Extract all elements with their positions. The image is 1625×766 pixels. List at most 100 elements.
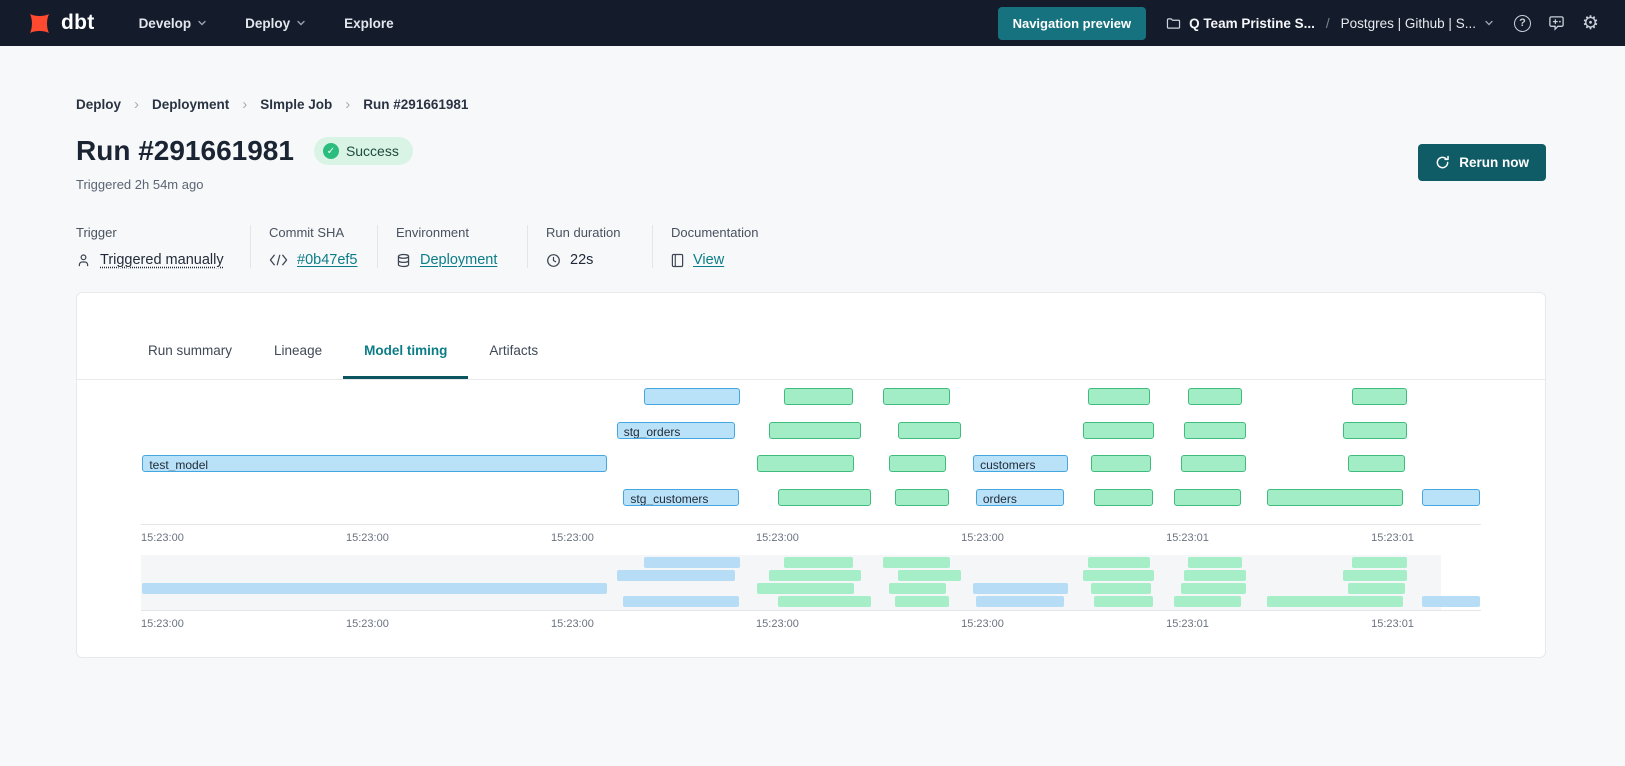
rerun-icon bbox=[1436, 155, 1450, 169]
gantt-bar-label: orders bbox=[982, 491, 1017, 506]
gantt-bar bbox=[1187, 557, 1243, 568]
tab-run-summary[interactable]: Run summary bbox=[148, 343, 233, 358]
gantt-bar[interactable] bbox=[898, 421, 962, 439]
gantt-bar[interactable] bbox=[1093, 488, 1153, 506]
x-axis-tick: 15:23:01 bbox=[1371, 532, 1414, 544]
gantt-bar[interactable] bbox=[1187, 388, 1243, 405]
gantt-bar-label: stg_orders bbox=[623, 424, 681, 439]
gantt-bar-label: test_model bbox=[149, 458, 209, 472]
chevron-down-icon bbox=[198, 20, 206, 26]
settings-gear-icon[interactable]: ⚙ bbox=[1581, 12, 1599, 34]
navigation-preview-button[interactable]: Navigation preview bbox=[997, 6, 1147, 40]
gantt-bar bbox=[1180, 583, 1247, 594]
meta-value-documentation[interactable]: View bbox=[693, 252, 725, 268]
breadcrumb-item-simple-job[interactable]: SImple Job bbox=[260, 97, 333, 112]
x-axis-tick: 15:23:01 bbox=[1371, 618, 1414, 630]
gantt-bar[interactable] bbox=[1348, 455, 1405, 472]
help-icon[interactable]: ? bbox=[1513, 14, 1531, 32]
meta-label: Environment bbox=[396, 225, 469, 240]
user-icon bbox=[76, 253, 91, 268]
gantt-bar[interactable] bbox=[777, 488, 872, 506]
gantt-bar[interactable] bbox=[1088, 388, 1150, 405]
gantt-bar bbox=[784, 557, 853, 568]
gantt-bar[interactable] bbox=[1422, 488, 1480, 506]
gantt-bar bbox=[769, 570, 861, 581]
gantt-bar-customers[interactable]: customers bbox=[973, 455, 1069, 472]
gantt-bar[interactable] bbox=[1342, 421, 1408, 439]
top-nav: dbt Develop Deploy Explore Navigation prev… bbox=[0, 0, 1625, 46]
code-icon bbox=[269, 254, 288, 266]
breadcrumb-item-run-291661981[interactable]: Run #291661981 bbox=[363, 97, 469, 112]
gantt-bar[interactable] bbox=[784, 388, 853, 405]
x-axis-tick: 15:23:00 bbox=[551, 532, 594, 544]
document-icon bbox=[671, 253, 684, 268]
meta-col-trigger: Trigger Triggered manually bbox=[76, 225, 250, 268]
breadcrumb-item-deploy[interactable]: Deploy bbox=[76, 97, 122, 112]
dbt-logo[interactable]: dbt bbox=[26, 10, 95, 37]
feedback-icon[interactable] bbox=[1548, 15, 1565, 32]
gantt-bar[interactable] bbox=[643, 388, 740, 405]
nav-menu-explore[interactable]: Explore bbox=[344, 16, 394, 31]
meta-value-commit-sha[interactable]: #0b47ef5 bbox=[297, 252, 358, 268]
meta-col-environment: Environment Deployment bbox=[377, 225, 527, 268]
meta-col-documentation: Documentation View bbox=[652, 225, 778, 268]
gantt-bar[interactable] bbox=[1180, 455, 1247, 472]
chevron-down-icon bbox=[1485, 20, 1493, 26]
gantt-bar[interactable] bbox=[883, 388, 951, 405]
gantt-bar[interactable] bbox=[757, 455, 854, 472]
breadcrumb-separator: › bbox=[134, 96, 140, 113]
rerun-now-button[interactable]: Rerun now bbox=[1418, 144, 1546, 181]
gantt-overview-brush[interactable] bbox=[141, 555, 1481, 611]
nav-menu-label: Explore bbox=[344, 15, 394, 31]
gantt-bar[interactable] bbox=[888, 455, 947, 472]
gantt-bar[interactable] bbox=[1091, 455, 1152, 472]
gantt-bar-label: stg_customers bbox=[630, 491, 709, 506]
x-axis-tick: 15:23:00 bbox=[346, 618, 389, 630]
gantt-bar bbox=[898, 570, 962, 581]
folder-icon bbox=[1166, 17, 1181, 30]
nav-menu-label: Develop bbox=[138, 15, 192, 31]
x-axis-tick: 15:23:01 bbox=[1166, 532, 1209, 544]
gantt-bar[interactable] bbox=[1183, 421, 1247, 439]
gantt-bar-stg-customers bbox=[623, 596, 739, 607]
gantt-bar[interactable] bbox=[1174, 488, 1242, 506]
tab-model-timing[interactable]: Model timing bbox=[343, 329, 469, 379]
gantt-bar-orders[interactable]: orders bbox=[975, 488, 1065, 506]
gantt-bar[interactable] bbox=[1083, 421, 1155, 439]
gantt-plot: stg_orders test_model customers stg_custome… bbox=[141, 385, 1481, 525]
gantt-bar[interactable] bbox=[1352, 388, 1408, 405]
clock-icon bbox=[546, 253, 561, 268]
gantt-bar-stg-customers[interactable]: stg_customers bbox=[623, 488, 739, 506]
gantt-bar bbox=[888, 583, 947, 594]
breadcrumb-item-deployment[interactable]: Deployment bbox=[152, 97, 230, 112]
meta-value-run-duration: 22s bbox=[570, 252, 594, 268]
tab-bar: Run summary Lineage Model timing Artifacts bbox=[77, 293, 1545, 380]
gantt-bar bbox=[1342, 570, 1408, 581]
gantt-bar-customers bbox=[973, 583, 1069, 594]
gantt-bar bbox=[1266, 596, 1404, 607]
tab-artifacts[interactable]: Artifacts bbox=[489, 343, 539, 358]
breadcrumb: Deploy › Deployment › SImple Job › Run #291661… bbox=[76, 96, 1546, 113]
nav-menu-develop[interactable]: Develop bbox=[139, 16, 208, 31]
gantt-bar[interactable] bbox=[1266, 488, 1404, 506]
nav-menu-label: Deploy bbox=[245, 15, 291, 31]
x-axis-tick: 15:23:00 bbox=[141, 618, 184, 630]
tab-lineage[interactable]: Lineage bbox=[274, 343, 323, 358]
gantt-bar-orders bbox=[975, 596, 1065, 607]
gantt-bar bbox=[1352, 557, 1408, 568]
gantt-bar[interactable] bbox=[895, 488, 949, 506]
gantt-bar-stg-orders[interactable]: stg_orders bbox=[616, 421, 735, 439]
model-timing-chart: stg_orders test_model customers stg_custome… bbox=[77, 380, 1545, 633]
gantt-bar bbox=[895, 596, 949, 607]
x-axis-tick: 15:23:00 bbox=[961, 532, 1004, 544]
gantt-bar bbox=[883, 557, 951, 568]
nav-menu-deploy[interactable]: Deploy bbox=[245, 16, 306, 31]
gantt-bar bbox=[1093, 596, 1153, 607]
x-axis-tick: 15:23:01 bbox=[1166, 618, 1209, 630]
meta-value-environment[interactable]: Deployment bbox=[420, 252, 498, 268]
gantt-bar-test-model bbox=[142, 583, 608, 594]
account-project-switcher[interactable]: Q Team Pristine S... / Postgres | Github… bbox=[1166, 16, 1494, 31]
gantt-bar-test-model[interactable]: test_model bbox=[142, 455, 608, 472]
meta-label: Commit SHA bbox=[269, 225, 345, 240]
gantt-bar[interactable] bbox=[769, 421, 861, 439]
